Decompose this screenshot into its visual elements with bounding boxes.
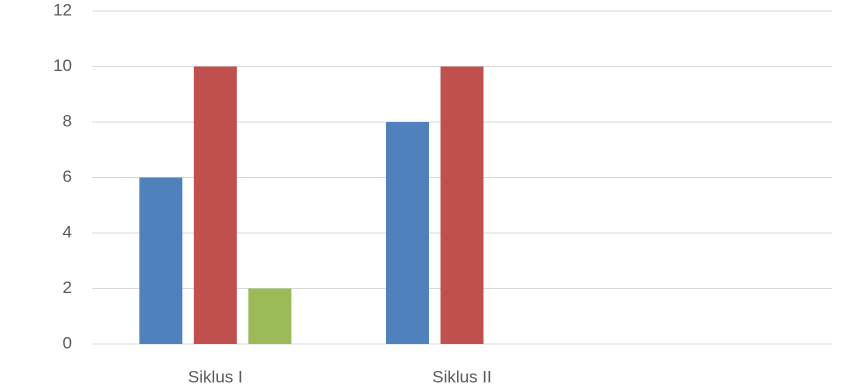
bar [139,177,183,344]
y-tick-label: 0 [63,333,72,352]
x-tick-label: Siklus I [188,367,243,386]
y-tick-label: 8 [63,111,72,130]
y-tick-label: 12 [53,0,72,19]
bar [386,122,429,344]
y-tick-label: 2 [63,278,72,297]
x-tick-label: Siklus II [432,367,492,386]
y-tick-label: 4 [63,222,72,241]
bar [440,66,484,344]
y-tick-label: 10 [53,56,72,75]
y-tick-label: 6 [63,167,72,186]
bar [248,288,292,344]
bar [193,66,237,344]
